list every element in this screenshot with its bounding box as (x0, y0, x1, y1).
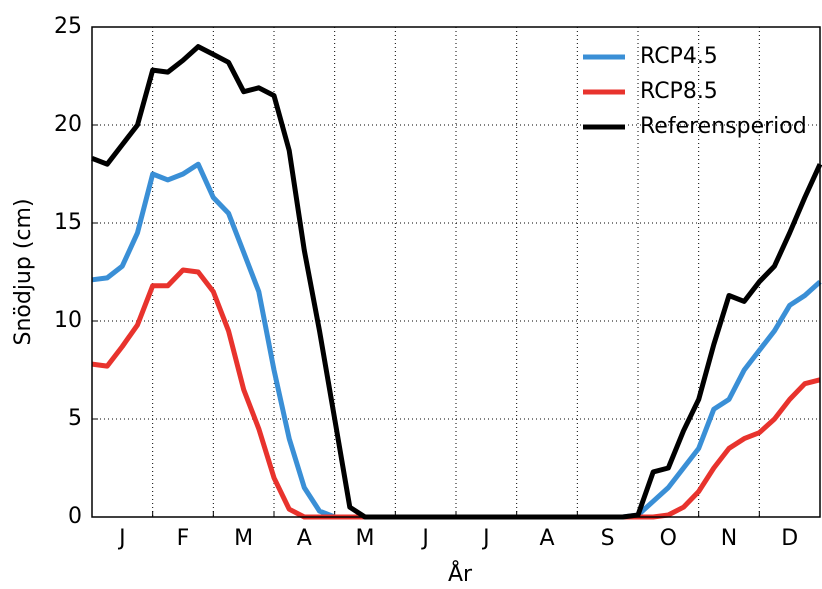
x-tick-label: N (721, 526, 737, 551)
y-tick-label: 25 (54, 14, 82, 39)
legend-label: RCP8.5 (640, 79, 718, 104)
y-tick-label: 15 (54, 210, 82, 235)
legend-label: RCP4.5 (640, 44, 718, 69)
x-tick-label: J (420, 526, 429, 551)
y-tick-label: 5 (68, 406, 82, 431)
series-line (91, 161, 822, 520)
y-tick-label: 20 (54, 112, 82, 137)
x-tick-label: M (234, 526, 253, 551)
x-axis-label: År (448, 560, 473, 587)
x-tick-label: D (781, 526, 798, 551)
x-tick-label: S (601, 526, 615, 551)
x-tick-label: J (117, 526, 126, 551)
y-tick-label: 0 (68, 504, 82, 529)
legend-label: Referensperiod (640, 114, 807, 139)
y-tick-label: 10 (54, 308, 82, 333)
x-tick-label: M (356, 526, 375, 551)
x-tick-label: O (660, 526, 677, 551)
x-tick-label: J (481, 526, 490, 551)
y-axis-label: Snödjup (cm) (11, 198, 36, 345)
x-tick-label: A (539, 526, 554, 551)
plot-frame (91, 26, 821, 518)
x-tick-label: A (297, 526, 312, 551)
x-tick-label: F (177, 526, 190, 551)
